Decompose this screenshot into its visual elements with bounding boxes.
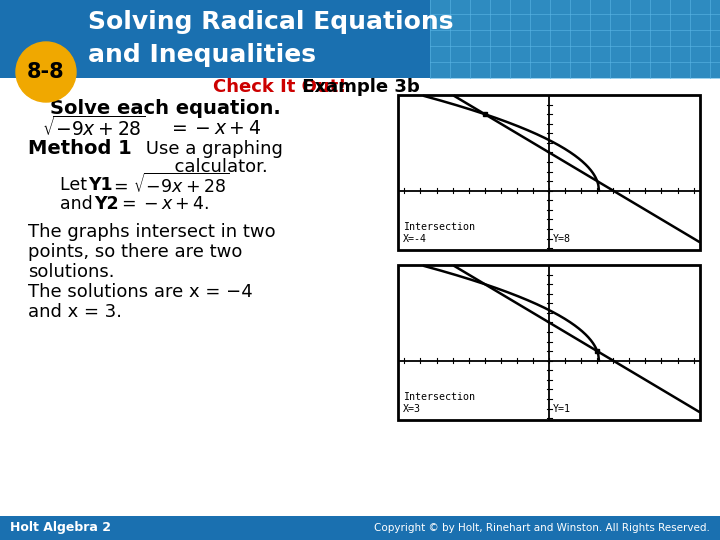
Bar xyxy=(0,0,720,78)
Text: Y=1: Y=1 xyxy=(553,404,571,414)
Text: Use a graphing: Use a graphing xyxy=(140,140,283,158)
Text: $= -x +4.$: $= -x +4.$ xyxy=(113,195,210,213)
Text: $\sqrt{-9x + 28}$: $\sqrt{-9x + 28}$ xyxy=(42,116,145,140)
Text: and: and xyxy=(60,195,98,213)
Text: Solving Radical Equations: Solving Radical Equations xyxy=(88,10,454,34)
Text: Y=8: Y=8 xyxy=(553,234,571,244)
Bar xyxy=(398,95,700,250)
Text: Method 1: Method 1 xyxy=(28,139,132,159)
Text: Holt Algebra 2: Holt Algebra 2 xyxy=(10,522,111,535)
Bar xyxy=(0,516,720,540)
Text: Intersection: Intersection xyxy=(403,222,475,232)
Text: Solve each equation.: Solve each equation. xyxy=(50,98,281,118)
Text: points, so there are two: points, so there are two xyxy=(28,243,243,261)
Text: X=3: X=3 xyxy=(403,404,421,414)
Circle shape xyxy=(16,42,76,102)
Text: solutions.: solutions. xyxy=(28,263,114,281)
Text: = $\sqrt{-9x +28}$: = $\sqrt{-9x +28}$ xyxy=(108,173,230,197)
Text: Let: Let xyxy=(60,176,92,194)
Text: The solutions are x = −4: The solutions are x = −4 xyxy=(28,283,253,301)
Text: Check It Out!: Check It Out! xyxy=(213,78,347,96)
Text: Y2: Y2 xyxy=(94,195,119,213)
Text: and x = 3.: and x = 3. xyxy=(28,303,122,321)
Bar xyxy=(398,265,700,420)
Text: Example 3b: Example 3b xyxy=(296,78,420,96)
Text: calculator.: calculator. xyxy=(140,158,268,176)
Text: $= -x +4$: $= -x +4$ xyxy=(168,118,261,138)
Text: Intersection: Intersection xyxy=(403,392,475,402)
Bar xyxy=(430,0,720,78)
Text: The graphs intersect in two: The graphs intersect in two xyxy=(28,223,276,241)
Text: and Inequalities: and Inequalities xyxy=(88,43,316,67)
Text: Copyright © by Holt, Rinehart and Winston. All Rights Reserved.: Copyright © by Holt, Rinehart and Winsto… xyxy=(374,523,710,533)
Text: X=-4: X=-4 xyxy=(403,234,427,244)
Text: 8-8: 8-8 xyxy=(27,62,65,82)
Text: Y1: Y1 xyxy=(88,176,112,194)
